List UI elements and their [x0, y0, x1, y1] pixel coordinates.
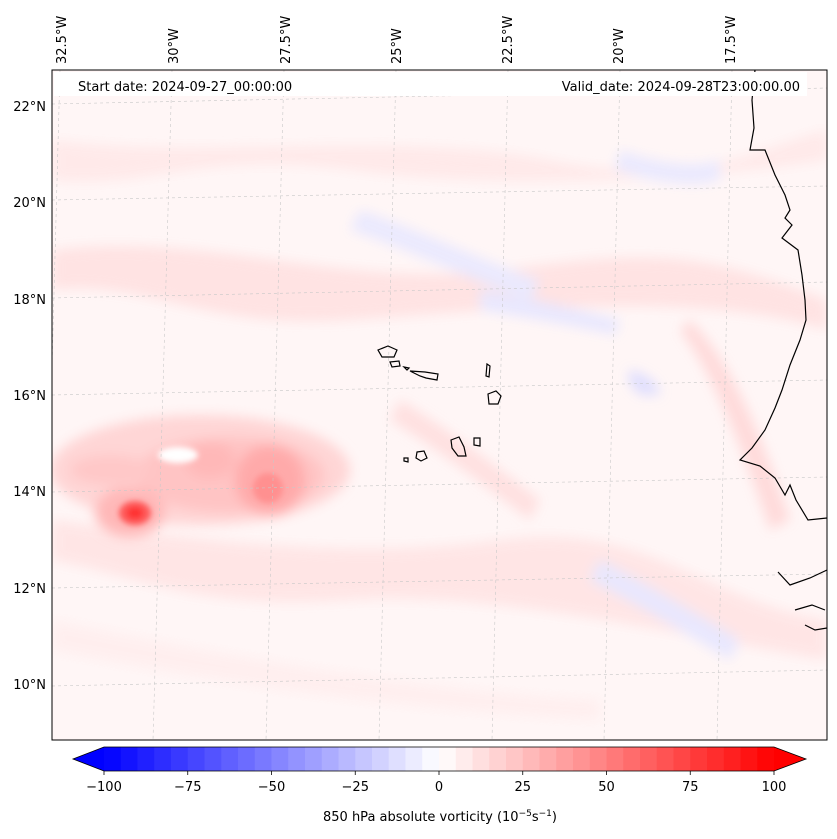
colorbar-low-extend: [73, 747, 104, 771]
colorbar-segment: [372, 747, 390, 771]
colorbar-segment: [388, 747, 406, 771]
map-panel: Start date: 2024-09-27_00:00:00 Valid_da…: [51, 69, 828, 741]
colorbar-segment: [288, 747, 306, 771]
colorbar-segment: [187, 747, 205, 771]
boa-vista-island: [487, 390, 502, 405]
lon-label: 32.5°W: [55, 16, 70, 64]
africa-coastline: [738, 70, 827, 631]
lat-label: 22°N: [13, 100, 46, 115]
colorbar-segment: [254, 747, 272, 771]
map-frame: [51, 69, 828, 741]
colorbar-segment: [489, 747, 507, 771]
colorbar-segment: [539, 747, 557, 771]
colorbar-segment: [455, 747, 473, 771]
lon-label: 25°W: [390, 28, 405, 64]
colorbar-segment: [321, 747, 339, 771]
vorticity-field: [52, 130, 827, 720]
lon-label: 22.5°W: [501, 16, 516, 64]
colorbar-segments: [104, 747, 775, 771]
colorbar-tick-label: −75: [174, 780, 201, 795]
lat-label: 10°N: [13, 678, 46, 693]
colorbar-segment: [640, 747, 658, 771]
colorbar-tick-label: 75: [682, 780, 699, 795]
colorbar-segment: [606, 747, 624, 771]
colorbar-tick-label: −25: [342, 780, 369, 795]
colorbar-segment: [305, 747, 323, 771]
sal-island: [485, 362, 491, 378]
colorbar: −100 −75 −50 −25 0 25 50 75 100 850 hPa absolute…: [71, 746, 808, 825]
graticule: [52, 70, 827, 740]
santo-antao-island: [377, 345, 398, 358]
colorbar-tick-label: 25: [514, 780, 531, 795]
colorbar-segment: [740, 747, 758, 771]
colorbar-segment: [338, 747, 356, 771]
colorbar-segment: [355, 747, 373, 771]
lon-label: 20°W: [612, 28, 627, 64]
colorbar-segment: [573, 747, 591, 771]
colorbar-segment: [422, 747, 440, 771]
santa-luzia-island: [402, 366, 411, 371]
maio-island: [473, 437, 481, 447]
lon-label: 17.5°W: [724, 16, 739, 64]
lon-label: 30°W: [167, 28, 182, 64]
colorbar-segment: [623, 747, 641, 771]
colorbar-segment: [120, 747, 138, 771]
sao-nicolau-island: [409, 370, 439, 381]
colorbar-segment: [405, 747, 423, 771]
sao-vicente-island: [389, 360, 401, 368]
colorbar-segment: [690, 747, 708, 771]
lat-label: 12°N: [13, 582, 46, 597]
colorbar-segment: [204, 747, 222, 771]
colorbar-tick-label: 100: [762, 780, 787, 795]
valid-date-label: Valid_date: 2024-09-28T23:00:00.00: [562, 80, 800, 95]
colorbar-ticks: −100 −75 −50 −25 0 25 50 75 100: [86, 771, 786, 795]
colorbar-segment: [439, 747, 457, 771]
colorbar-segment: [506, 747, 524, 771]
coastlines: [377, 70, 827, 631]
colorbar-segment: [707, 747, 725, 771]
colorbar-tick-label: 50: [598, 780, 615, 795]
colorbar-segment: [154, 747, 172, 771]
colorbar-segment: [589, 747, 607, 771]
lat-label: 16°N: [13, 389, 46, 404]
longitude-labels: 32.5°W 30°W 27.5°W 25°W 22.5°W 20°W 17.5…: [55, 16, 739, 64]
colorbar-segment: [104, 747, 122, 771]
header-box: [54, 72, 807, 96]
colorbar-segment: [472, 747, 490, 771]
colorbar-label: 850 hPa absolute vorticity (10−5s−1): [323, 809, 557, 825]
colorbar-segment: [522, 747, 540, 771]
colorbar-tick-label: 0: [435, 780, 443, 795]
colorbar-segment: [723, 747, 741, 771]
lon-label: 27.5°W: [279, 16, 294, 64]
colorbar-segment: [757, 747, 775, 771]
colorbar-segment: [171, 747, 189, 771]
lat-label: 20°N: [13, 196, 46, 211]
fogo-island: [415, 450, 428, 462]
colorbar-tick-label: −100: [86, 780, 122, 795]
colorbar-segment: [656, 747, 674, 771]
santiago-island: [450, 436, 467, 457]
brava-island: [403, 457, 409, 463]
latitude-labels: 22°N 20°N 18°N 16°N 14°N 12°N 10°N: [13, 100, 46, 693]
colorbar-segment: [673, 747, 691, 771]
colorbar-segment: [556, 747, 574, 771]
colorbar-segment: [137, 747, 155, 771]
lat-label: 14°N: [13, 485, 46, 500]
colorbar-segment: [238, 747, 256, 771]
colorbar-high-extend: [774, 747, 806, 771]
colorbar-tick-label: −50: [258, 780, 285, 795]
colorbar-segment: [271, 747, 289, 771]
start-date-label: Start date: 2024-09-27_00:00:00: [78, 80, 292, 95]
lat-label: 18°N: [13, 293, 46, 308]
colorbar-segment: [221, 747, 239, 771]
